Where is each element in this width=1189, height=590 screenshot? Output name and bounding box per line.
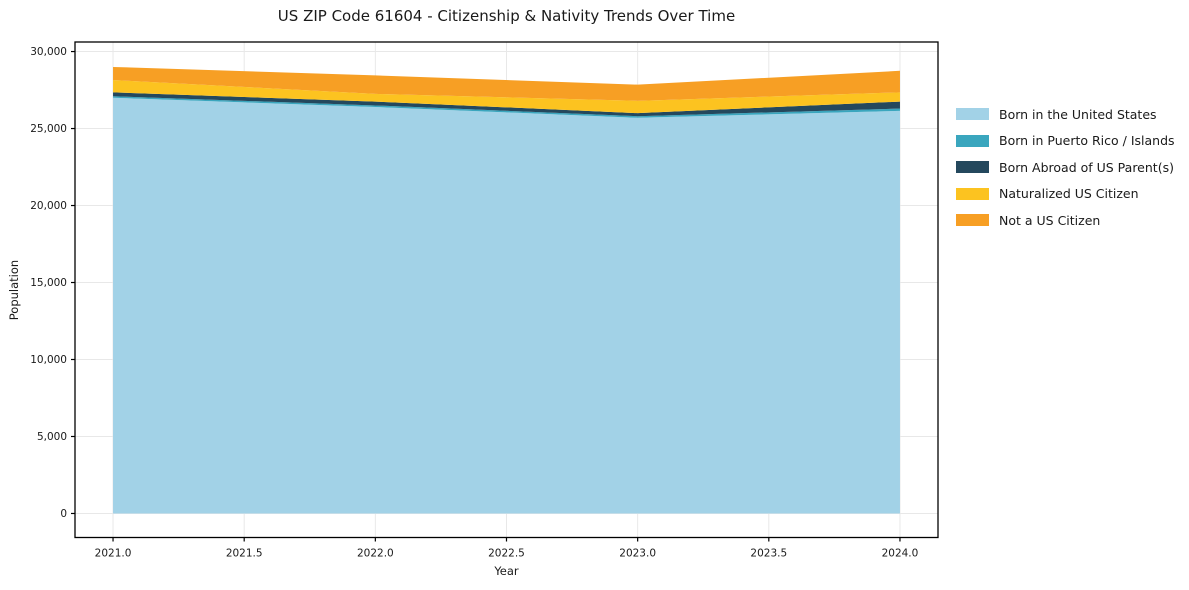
legend-item-born-abroad-of-us-parents: Born Abroad of US Parent(s) [956,154,1175,181]
x-tick-label: 2022.5 [488,548,525,560]
x-axis-label: Year [494,564,519,578]
legend-item-naturalized-us-citizen: Naturalized US Citizen [956,181,1175,208]
area-not-a-us-citizen [113,66,900,101]
legend-item-born-in-puerto-rico-islands: Born in Puerto Rico / Islands [956,128,1175,155]
area-naturalized-us-citizen [113,80,900,114]
y-tick-label: 25,000 [30,123,67,135]
y-tick-label: 0 [60,508,67,520]
axis-ticks [71,50,901,542]
y-tick-label: 30,000 [30,46,67,58]
x-tick-label: 2023.5 [750,548,787,560]
legend-item-born-in-the-united-states: Born in the United States [956,101,1175,128]
x-tick-label: 2021.0 [95,548,132,560]
legend-swatch-born-in-puerto-rico-islands [956,134,989,147]
y-tick-label: 10,000 [30,354,67,366]
legend-label: Born in the United States [999,106,1157,122]
chart-title: US ZIP Code 61604 - Citizenship & Nativi… [277,7,736,25]
legend-swatch-naturalized-us-citizen [956,187,989,200]
y-tick-label: 20,000 [30,200,67,212]
y-tick-label: 5,000 [37,431,67,443]
legend: Born in the United States Born in Puerto… [956,101,1175,234]
legend-swatch-born-in-the-united-states [956,108,989,121]
legend-label: Born Abroad of US Parent(s) [999,159,1174,175]
x-tick-label: 2022.0 [357,548,394,560]
area-born-in-the-united-states [113,97,900,514]
tick-labels: 2021.0 2021.5 2022.0 2022.5 2023.0 2023.5 2024… [30,46,918,559]
x-tick-label: 2024.0 [882,548,919,560]
legend-label: Naturalized US Citizen [999,186,1139,202]
y-tick-label: 15,000 [30,277,67,289]
legend-label: Not a US Citizen [999,212,1101,228]
legend-swatch-born-abroad-of-us-parents [956,161,989,174]
legend-item-not-a-us-citizen: Not a US Citizen [956,207,1175,234]
legend-label: Born in Puerto Rico / Islands [999,133,1175,149]
x-tick-label: 2021.5 [226,548,263,560]
x-tick-label: 2023.0 [619,548,656,560]
legend-swatch-not-a-us-citizen [956,214,989,227]
y-axis-label: Population [7,259,21,321]
